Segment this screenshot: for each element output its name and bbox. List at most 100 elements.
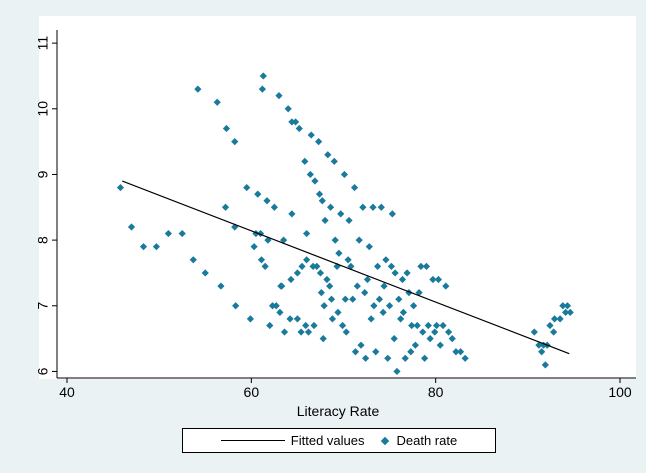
data-point: [562, 308, 570, 316]
data-point: [309, 262, 317, 270]
data-point: [379, 308, 387, 316]
legend-diamond-swatch: [380, 436, 389, 445]
data-point: [266, 321, 274, 330]
y-tick-label: 10: [35, 101, 51, 117]
data-point: [326, 282, 334, 290]
data-point: [436, 341, 444, 349]
data-point: [232, 302, 240, 310]
y-tick-label: 8: [35, 236, 51, 244]
data-point: [419, 328, 427, 336]
data-point: [342, 328, 350, 336]
data-point: [288, 118, 296, 126]
data-point: [566, 308, 574, 316]
data-point: [278, 282, 286, 290]
data-point: [316, 269, 325, 277]
data-point: [363, 275, 372, 284]
data-point: [403, 269, 411, 277]
data-point: [270, 203, 278, 211]
legend-item-fitted: Fitted values: [220, 433, 365, 448]
data-point: [391, 269, 399, 277]
data-point: [116, 183, 125, 192]
y-tick-label: 7: [35, 302, 51, 310]
data-point: [535, 341, 543, 349]
data-point: [417, 262, 425, 270]
data-point: [319, 335, 327, 343]
data-point: [327, 295, 336, 303]
data-point: [362, 354, 370, 362]
data-point: [431, 328, 439, 336]
data-point: [347, 262, 355, 270]
data-point: [222, 124, 231, 133]
data-point: [194, 85, 202, 93]
data-point: [559, 302, 567, 310]
data-point: [393, 367, 401, 376]
data-point: [413, 321, 421, 330]
data-point: [302, 321, 310, 330]
data-point: [407, 348, 415, 356]
data-point: [344, 256, 352, 264]
data-point: [231, 138, 239, 146]
data-point: [424, 321, 432, 330]
data-point: [321, 216, 329, 225]
data-point: [550, 328, 558, 336]
data-point: [330, 157, 338, 165]
data-point: [541, 361, 549, 369]
x-tick-label: 40: [59, 384, 75, 400]
data-point: [291, 118, 300, 126]
data-point: [538, 348, 546, 356]
data-point: [318, 197, 326, 205]
data-point: [387, 262, 396, 270]
data-point: [221, 203, 230, 211]
data-point: [408, 321, 416, 330]
data-point: [178, 229, 186, 238]
y-tick-label: 9: [35, 170, 51, 178]
data-point: [377, 203, 385, 211]
data-point: [365, 243, 373, 251]
data-point: [287, 275, 295, 284]
data-point: [284, 105, 292, 113]
data-point: [324, 151, 332, 159]
x-axis-label: Literacy Rate: [297, 403, 380, 419]
data-point: [550, 315, 559, 323]
data-point: [442, 282, 450, 290]
data-point: [335, 249, 343, 257]
data-point: [388, 210, 396, 218]
data-point: [439, 321, 447, 330]
data-point: [243, 183, 251, 192]
data-point: [164, 229, 172, 238]
x-tick-label: 60: [244, 384, 260, 400]
data-point: [411, 341, 419, 349]
data-point: [384, 354, 392, 362]
data-point: [320, 302, 328, 310]
data-point: [280, 328, 289, 336]
data-point: [397, 315, 405, 323]
data-point: [372, 348, 380, 356]
data-point: [351, 348, 360, 356]
data-point: [310, 321, 318, 330]
legend-item-death-rate: Death rate: [379, 433, 457, 448]
data-point: [275, 92, 283, 100]
x-tick-label: 80: [428, 384, 444, 400]
data-point: [382, 256, 390, 264]
x-tick-label: 100: [608, 384, 632, 400]
data-point: [304, 328, 313, 336]
data-point: [272, 302, 280, 310]
data-point: [369, 203, 377, 211]
data-point: [456, 348, 465, 356]
data-point: [306, 170, 314, 179]
data-point: [261, 262, 269, 270]
data-point: [303, 256, 311, 264]
data-point: [256, 229, 265, 238]
data-point: [286, 315, 294, 323]
data-point: [401, 354, 409, 362]
data-point: [390, 335, 398, 343]
data-point: [189, 256, 197, 264]
data-point: [563, 302, 572, 310]
data-point: [259, 72, 267, 80]
data-point: [530, 328, 538, 336]
data-point: [546, 321, 554, 330]
data-point: [313, 262, 321, 270]
data-point: [367, 315, 375, 323]
